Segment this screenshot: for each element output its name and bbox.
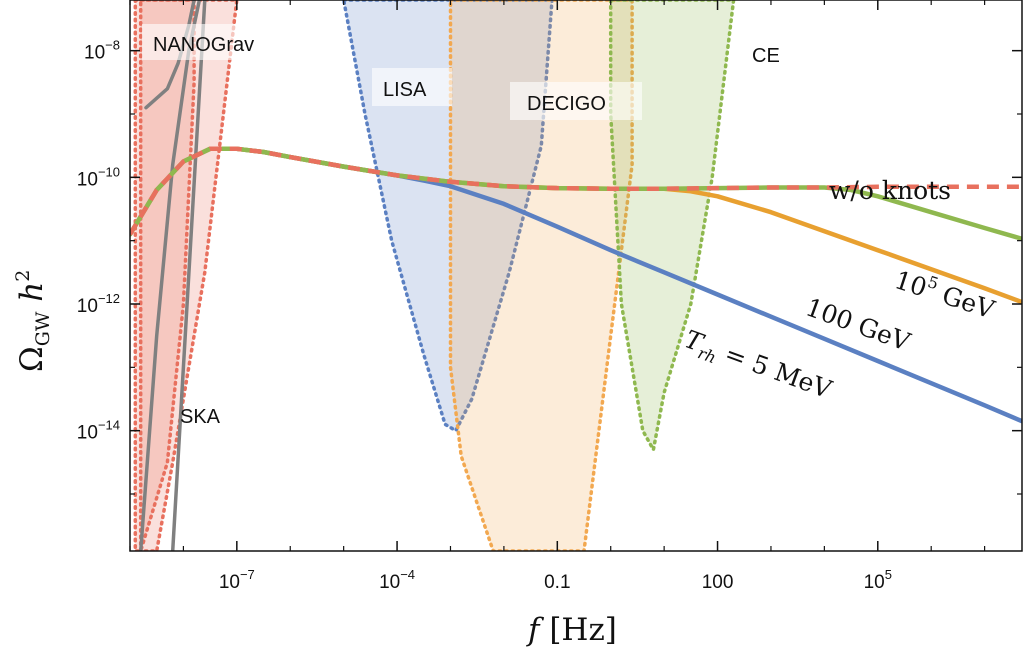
label-decigo: DECIGO	[510, 82, 642, 120]
svg-text:CE: CE	[752, 45, 780, 67]
axis-ticks: 10−7 10−4 0.1 100 105 10−8 10−10 10−12 10−14	[77, 0, 1022, 593]
label-wo-knots: w/o knots	[829, 176, 951, 205]
svg-text:DECIGO: DECIGO	[527, 93, 606, 115]
y-tick-label: 10−12	[77, 291, 120, 317]
x-tick-label: 100	[702, 572, 734, 593]
region-ce	[608, 0, 736, 455]
region-decigo	[448, 0, 634, 551]
plot-frame	[129, 0, 1023, 552]
curve-nanograv	[144, 0, 196, 110]
x-tick-label: 10−4	[379, 567, 415, 593]
x-tick-label: 105	[864, 567, 892, 593]
x-tick-label: 10−7	[219, 567, 255, 593]
label-lisa: LISA	[372, 68, 452, 106]
y-tick-label: 10−8	[84, 38, 120, 64]
y-axis-label: ΩGW h2	[12, 270, 54, 372]
curve-ska	[170, 0, 207, 551]
label-trh-5-mev: Trh = 5 MeV	[680, 324, 837, 408]
label-100-gev: 100 GeV	[802, 292, 915, 357]
label-nanograv: NANOGrav	[142, 24, 274, 60]
y-tick-label: 10−10	[77, 164, 120, 190]
curve-w-o-knots	[130, 146, 1022, 236]
x-tick-label: 0.1	[544, 572, 570, 593]
label-ce: CE	[742, 34, 794, 72]
svg-text:LISA: LISA	[383, 79, 427, 101]
y-tick-label: 10−14	[77, 418, 120, 444]
x-axis-label: f [Hz]	[526, 612, 617, 647]
svg-text:NANOGrav: NANOGrav	[153, 34, 254, 56]
label-ska: SKA	[180, 406, 221, 428]
label-1e5-gev: 105 GeV	[891, 262, 1000, 324]
